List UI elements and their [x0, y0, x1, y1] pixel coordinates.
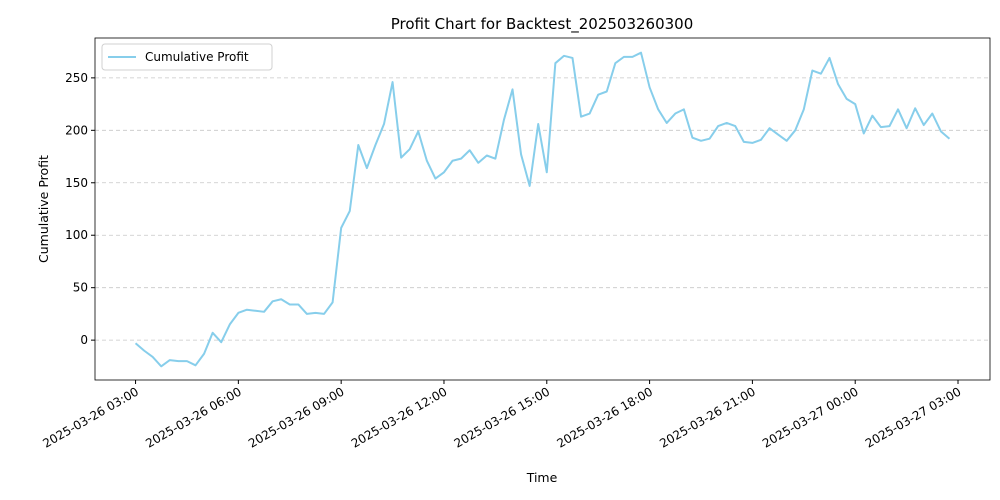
- y-tick-label: 50: [73, 281, 88, 295]
- y-tick-label: 100: [65, 228, 88, 242]
- data-line: [134, 51, 951, 368]
- y-tick-label: 150: [65, 176, 88, 190]
- x-tick-label: 2025-03-26 12:00: [349, 384, 450, 450]
- chart-title: Profit Chart for Backtest_202503260300: [391, 15, 694, 34]
- x-axis-label: Time: [526, 470, 558, 485]
- y-tick-label: 0: [80, 333, 88, 347]
- legend-box: [101, 43, 273, 71]
- x-tick-label: 2025-03-26 18:00: [554, 384, 655, 450]
- x-tick-label: 2025-03-26 03:00: [40, 384, 141, 450]
- x-tick-label: 2025-03-27 00:00: [760, 384, 861, 450]
- x-tick-label: 2025-03-26 09:00: [246, 384, 347, 450]
- x-tick-label: 2025-03-26 15:00: [452, 384, 553, 450]
- legend: Cumulative Profit: [101, 43, 273, 71]
- plot-frame: [94, 37, 991, 381]
- x-tick-label: 2025-03-27 03:00: [863, 384, 964, 450]
- x-tick-label: 2025-03-26 06:00: [143, 384, 244, 450]
- x-tick-label: 2025-03-26 21:00: [657, 384, 758, 450]
- y-tick-label: 250: [65, 71, 88, 85]
- y-tick-label: 200: [65, 123, 88, 137]
- y-axis-label: Cumulative Profit: [36, 155, 51, 263]
- legend-label: Cumulative Profit: [145, 50, 249, 64]
